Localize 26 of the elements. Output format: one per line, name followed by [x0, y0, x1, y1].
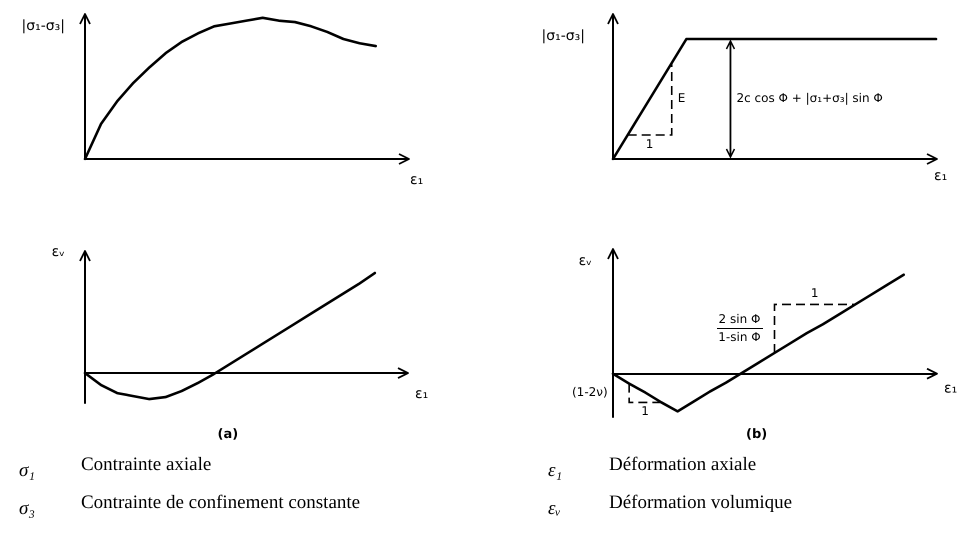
text: Contrainte axiale: [81, 454, 212, 475]
text: Déformation axiale: [609, 454, 756, 475]
text: εᵥ: [548, 498, 561, 519]
annotation: 2 sin Φ: [718, 312, 762, 326]
x-axis-title: ε₁: [415, 386, 428, 402]
annotation: 1: [810, 286, 819, 302]
y-axis-title: |σ₁-σ₃|: [542, 28, 585, 44]
y-axis-title: εᵥ: [52, 244, 65, 260]
text: (1-2ν): [572, 385, 608, 400]
y-axis-title: |σ₁-σ₃|: [22, 18, 65, 34]
text: Déformation volumique: [609, 492, 792, 513]
x-axis-title: ε₁: [410, 172, 424, 188]
annotation: 1: [641, 404, 649, 420]
text: (a): [218, 427, 238, 443]
text: σ₃: [19, 498, 35, 519]
text: ε₁: [548, 460, 562, 481]
text: Contrainte de confinement constante: [81, 492, 360, 513]
annotation: 2c cos Φ + |σ₁+σ₃| sin Φ: [736, 91, 883, 106]
annotation: 1: [646, 137, 654, 152]
annotation: 1-sin Φ: [717, 330, 762, 344]
text: σ₁: [19, 460, 35, 481]
annotation: E: [678, 91, 686, 106]
y-axis-title: εᵥ: [578, 253, 592, 269]
x-axis-title: ε₁: [944, 380, 958, 397]
text: (b): [746, 427, 768, 443]
x-axis-title: ε₁: [934, 168, 948, 184]
